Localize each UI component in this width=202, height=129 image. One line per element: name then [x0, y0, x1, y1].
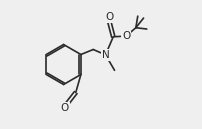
Text: O: O	[105, 12, 114, 22]
Text: O: O	[122, 31, 130, 41]
Text: O: O	[61, 103, 69, 113]
Text: N: N	[102, 50, 109, 60]
